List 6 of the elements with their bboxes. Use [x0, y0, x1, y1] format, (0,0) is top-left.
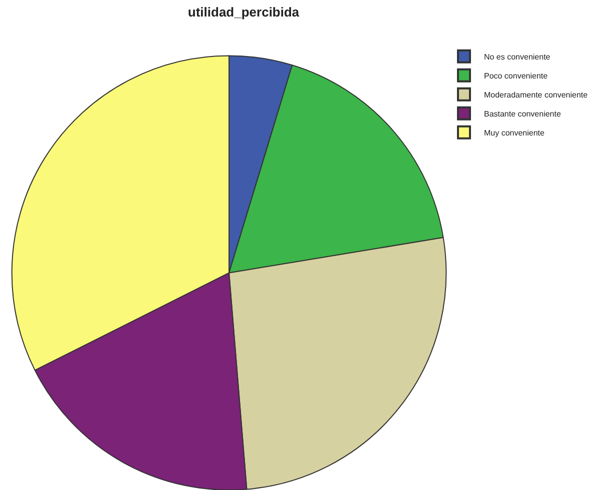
legend-label: Bastante conveniente	[484, 109, 562, 118]
legend-label: Muy conveniente	[484, 128, 546, 138]
legend-label: No es conveniente	[484, 52, 551, 62]
chart-title: utilidad_percibida	[188, 4, 300, 20]
legend-label: Moderadamente conveniente	[484, 90, 588, 100]
legend-label: Poco conveniente	[484, 71, 548, 80]
